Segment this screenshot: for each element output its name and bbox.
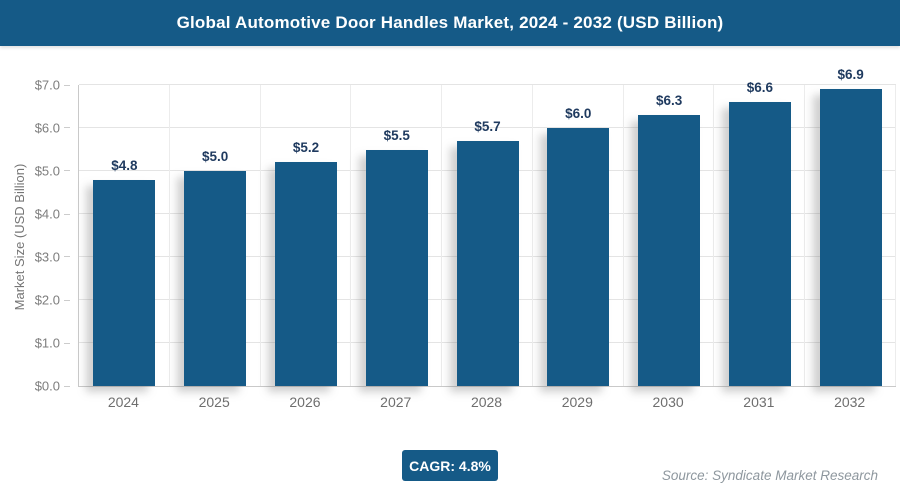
bar-slot-2029: $6.0 bbox=[533, 85, 624, 386]
v-gridline bbox=[168, 85, 170, 386]
y-tick-label: $3.0 bbox=[34, 249, 60, 265]
bar-slot-2025: $5.0 bbox=[170, 85, 261, 386]
y-tick-label: $7.0 bbox=[34, 77, 60, 93]
h-gridline bbox=[79, 84, 896, 85]
cagr-badge: CAGR: 4.8% bbox=[402, 450, 498, 481]
y-tick-label: $1.0 bbox=[34, 335, 60, 351]
y-tick-mark bbox=[64, 127, 70, 129]
bar-slot-2030: $6.3 bbox=[624, 85, 715, 386]
plot-area: $4.8 $5.0 $5.2 $5.5 $5.7 $6.0 $6.3 $6.6 $6.9 bbox=[78, 67, 896, 387]
x-tick-label-2024: 2024 bbox=[107, 394, 139, 410]
bar-2032 bbox=[819, 89, 882, 386]
y-tick-mark bbox=[64, 342, 70, 344]
x-tick-label-2030: 2030 bbox=[652, 394, 684, 410]
bar-2026 bbox=[274, 162, 337, 386]
bar-value-label-2026: $5.2 bbox=[292, 140, 320, 156]
y-axis-tick-labels: $0.0 $1.0 $2.0 $3.0 $4.0 $5.0 $6.0 $7.0 bbox=[0, 78, 70, 394]
bar-2030 bbox=[638, 115, 701, 386]
y-tick-mark bbox=[64, 299, 70, 301]
y-tick-label: $2.0 bbox=[34, 292, 60, 308]
bar-value-label-2030: $6.3 bbox=[655, 93, 683, 109]
v-gridline bbox=[441, 85, 443, 386]
bar-value-label-2031: $6.6 bbox=[746, 80, 773, 96]
bar-slot-2031: $6.6 bbox=[714, 80, 805, 386]
bar-2028 bbox=[456, 140, 519, 386]
bar-value-label-2029: $6.0 bbox=[565, 106, 592, 121]
bar-2031 bbox=[728, 102, 791, 386]
v-gridline bbox=[895, 85, 896, 386]
y-tick-mark bbox=[64, 385, 70, 387]
y-tick-label: $5.0 bbox=[34, 163, 60, 179]
y-tick-mark bbox=[64, 213, 70, 215]
bar-series: $4.8 $5.0 $5.2 $5.5 $5.7 $6.0 $6.3 $6.6 $6.9 bbox=[79, 67, 896, 386]
source-attribution: Source: Syndicate Market Research bbox=[661, 468, 878, 483]
v-gridline bbox=[350, 85, 352, 386]
x-tick-label-2029: 2029 bbox=[561, 394, 593, 410]
bar-value-label-2028: $5.7 bbox=[474, 118, 501, 134]
bar-slot-2027: $5.5 bbox=[351, 85, 442, 386]
x-tick-label-2031: 2031 bbox=[743, 394, 775, 410]
bar-2027 bbox=[365, 149, 428, 386]
y-tick-mark bbox=[64, 170, 70, 172]
x-tick-label-2032: 2032 bbox=[834, 394, 866, 410]
chart-header-bar: Global Automotive Door Handles Market, 2… bbox=[0, 0, 900, 46]
v-gridline bbox=[622, 85, 624, 386]
x-tick-label-2025: 2025 bbox=[198, 394, 230, 410]
chart-title: Global Automotive Door Handles Market, 2… bbox=[176, 13, 724, 32]
v-gridline bbox=[804, 85, 806, 386]
bar-slot-2028: $5.7 bbox=[442, 85, 533, 386]
y-tick-mark bbox=[64, 84, 70, 86]
bar-slot-2024: $4.8 bbox=[79, 85, 170, 386]
bar-value-label-2027: $5.5 bbox=[383, 127, 410, 143]
bar-slot-2026: $5.2 bbox=[261, 85, 352, 386]
bar-value-label-2024: $4.8 bbox=[111, 157, 138, 173]
v-gridline bbox=[531, 85, 533, 386]
v-gridline bbox=[259, 85, 261, 386]
bar-value-label-2025: $5.0 bbox=[202, 149, 229, 164]
bar-2029 bbox=[547, 128, 610, 386]
y-tick-mark bbox=[64, 256, 70, 258]
bar-slot-2032: $6.9 bbox=[805, 67, 896, 386]
bar-2024 bbox=[93, 179, 156, 386]
y-tick-label: $6.0 bbox=[34, 120, 60, 136]
bar-value-label-2032: $6.9 bbox=[837, 67, 864, 83]
bar-2025 bbox=[184, 171, 247, 386]
v-gridline bbox=[713, 85, 715, 386]
y-tick-label: $4.0 bbox=[34, 206, 60, 222]
y-tick-label: $0.0 bbox=[34, 378, 60, 394]
h-gridline bbox=[79, 126, 896, 128]
x-tick-label-2026: 2026 bbox=[289, 394, 321, 410]
x-tick-label-2028: 2028 bbox=[470, 394, 503, 410]
x-tick-label-2027: 2027 bbox=[380, 394, 412, 410]
x-axis-tick-labels: 2024 2025 2026 2027 2028 2029 2030 2031 2032 bbox=[78, 394, 895, 414]
